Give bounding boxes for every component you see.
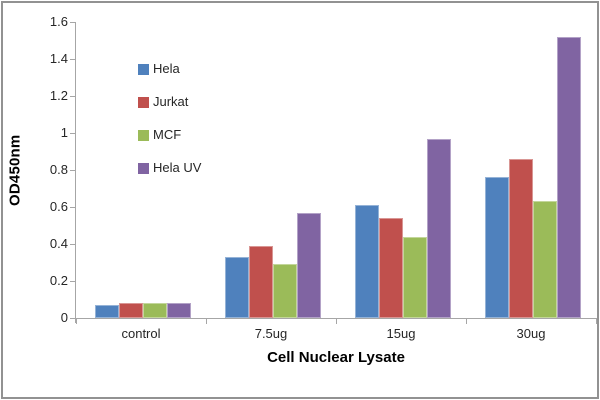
legend-label: Hela: [153, 61, 180, 76]
legend-color-swatch: [138, 162, 149, 174]
bar-mcf-7.5ug: [273, 264, 297, 318]
bar-hela-control: [95, 305, 119, 318]
bar-hela-uv-30ug: [557, 37, 581, 318]
bar-jurkat-control: [119, 303, 143, 318]
y-tick-label: 1.6: [49, 14, 68, 29]
y-tick: [70, 58, 75, 60]
bar-hela-7.5ug: [225, 257, 249, 318]
legend-item-hela-uv: Hela UV: [138, 161, 201, 175]
y-tick-label: 0: [60, 310, 68, 325]
x-tick: [336, 319, 337, 324]
legend: Hela Jurkat MCF Hela UV: [138, 62, 201, 194]
x-category-label: 15ug: [386, 326, 416, 341]
y-axis-line: [75, 22, 76, 323]
y-tick: [70, 317, 75, 319]
legend-color-swatch: [138, 96, 149, 108]
x-axis-line: [75, 318, 597, 319]
y-tick-label: 0.2: [49, 273, 68, 288]
bar-mcf-control: [143, 303, 167, 318]
y-tick: [70, 21, 75, 23]
legend-label: MCF: [153, 127, 182, 142]
x-tick: [596, 319, 597, 324]
y-tick: [70, 206, 75, 208]
y-tick: [70, 243, 75, 245]
bar-hela-15ug: [355, 205, 379, 318]
bar-jurkat-15ug: [379, 218, 403, 318]
x-category-label: 30ug: [516, 326, 546, 341]
legend-label: Jurkat: [153, 94, 189, 109]
legend-item-jurkat: Jurkat: [138, 95, 201, 109]
y-tick: [70, 95, 75, 97]
y-tick-label: 1.2: [49, 88, 68, 103]
bar-hela-30ug: [485, 177, 509, 318]
y-tick-label: 0.4: [49, 236, 68, 251]
y-tick: [70, 280, 75, 282]
y-tick-label: 0.6: [49, 199, 68, 214]
legend-color-swatch: [138, 129, 149, 141]
x-tick: [76, 319, 77, 324]
y-tick-label: 1: [60, 125, 68, 140]
legend-item-hela: Hela: [138, 62, 201, 76]
x-axis-title: Cell Nuclear Lysate: [267, 349, 405, 366]
y-tick-label: 0.8: [49, 162, 68, 177]
x-category-label: control: [121, 326, 161, 341]
y-tick: [70, 169, 75, 171]
legend-label: Hela UV: [153, 160, 202, 175]
x-category-label: 7.5ug: [254, 326, 288, 341]
y-tick: [70, 132, 75, 134]
legend-item-mcf: MCF: [138, 128, 201, 142]
bar-mcf-30ug: [533, 201, 557, 318]
bar-hela-uv-15ug: [427, 139, 451, 318]
plot-area: 0 0.2 0.4 0.6 0.8 1 1.2 1.4 1.6 control 7.5ug 15ug…: [50, 14, 597, 341]
y-tick-label: 1.4: [49, 51, 68, 66]
bar-mcf-15ug: [403, 237, 427, 318]
legend-color-swatch: [138, 63, 149, 75]
x-tick: [466, 319, 467, 324]
bar-jurkat-30ug: [509, 159, 533, 318]
bar-hela-uv-7.5ug: [297, 213, 321, 318]
bar-hela-uv-control: [167, 303, 191, 318]
bar-jurkat-7.5ug: [249, 246, 273, 318]
x-tick: [206, 319, 207, 324]
